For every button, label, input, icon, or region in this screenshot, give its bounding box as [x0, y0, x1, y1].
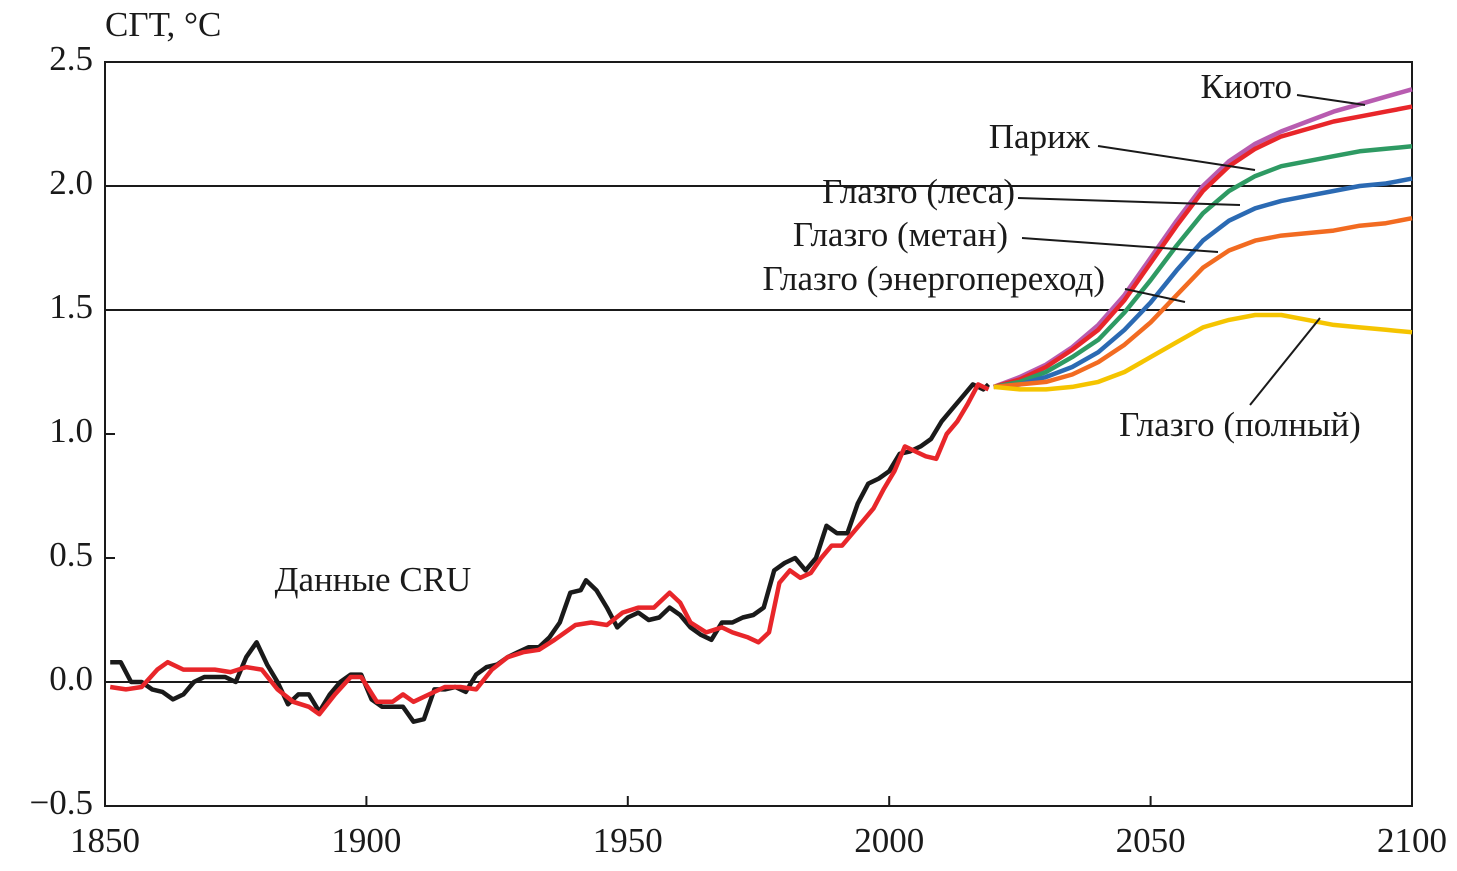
leader-line [1249, 317, 1321, 406]
series-label: Глазго (энергопереход) [762, 259, 1105, 298]
series-line [110, 382, 991, 724]
leader-line [1021, 237, 1219, 253]
y-tick-label: 0.5 [49, 535, 93, 574]
leader-line [1124, 288, 1186, 303]
series-line [993, 312, 1413, 392]
x-tick-label: 1900 [331, 821, 401, 860]
series-label: Глазго (полный) [1119, 405, 1361, 444]
leader-line [1097, 145, 1256, 171]
series-line [109, 382, 990, 717]
x-tick-label: 1850 [70, 821, 140, 860]
series-line [993, 144, 1413, 390]
series-line [993, 176, 1413, 390]
x-tick-label: 2000 [854, 821, 924, 860]
series-label: Киото [1201, 67, 1292, 106]
y-axis-label: СГТ, °C [105, 5, 221, 44]
x-tick-label: 2100 [1377, 821, 1447, 860]
leader-line [1017, 197, 1241, 206]
series-label: Париж [989, 117, 1091, 156]
x-tick-label: 2050 [1116, 821, 1186, 860]
leader-line [1296, 94, 1366, 106]
x-tick-label: 1950 [593, 821, 663, 860]
y-tick-label: 1.0 [49, 411, 93, 450]
series-label: Глазго (леса) [822, 172, 1015, 211]
series-label: Глазго (метан) [793, 215, 1008, 254]
series-label: Данные CRU [275, 560, 472, 599]
y-tick-label: 0.0 [49, 659, 93, 698]
series-line [993, 104, 1413, 390]
y-tick-label: 2.0 [49, 163, 93, 202]
y-tick-label: 1.5 [49, 287, 93, 326]
y-tick-label: 2.5 [49, 39, 93, 78]
y-tick-label: −0.5 [30, 783, 94, 822]
series-line [993, 215, 1413, 390]
